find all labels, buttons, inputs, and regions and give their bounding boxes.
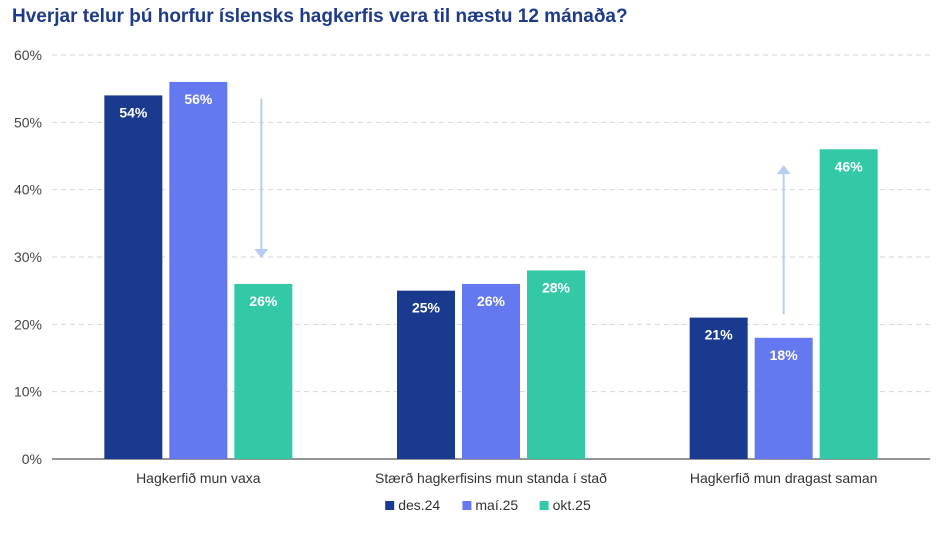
- bar-des-24: [689, 317, 748, 459]
- x-tick-label: Stærð hagkerfisins mun standa í stað: [375, 470, 607, 486]
- annotation-arrow-head: [254, 249, 269, 258]
- data-label: 18%: [770, 347, 799, 363]
- bar-des-24: [104, 95, 163, 460]
- y-tick-label: 0%: [22, 451, 42, 467]
- bar-maí-25: [462, 283, 520, 459]
- bar-okt-25: [527, 270, 585, 459]
- y-tick-label: 10%: [14, 384, 42, 400]
- bar-maí-25: [169, 81, 228, 459]
- data-label: 46%: [835, 158, 864, 174]
- annotation-arrow-head: [776, 165, 791, 175]
- data-label: 26%: [477, 293, 506, 309]
- data-label: 28%: [542, 279, 571, 295]
- y-tick-label: 40%: [14, 182, 42, 198]
- legend-swatch: [385, 501, 395, 510]
- y-tick-label: 20%: [14, 316, 42, 332]
- legend-label: okt.25: [553, 497, 591, 513]
- legend-label: des.24: [398, 497, 440, 513]
- x-tick-label: Hagkerfið mun dragast saman: [690, 470, 878, 486]
- data-label: 25%: [412, 300, 441, 316]
- data-label: 56%: [184, 91, 213, 107]
- legend-swatch: [462, 501, 472, 510]
- y-tick-label: 50%: [14, 114, 42, 130]
- bar-maí-25: [754, 337, 813, 459]
- x-tick-label: Hagkerfið mun vaxa: [136, 470, 261, 486]
- chart-title: Hverjar telur þú horfur íslensks hagkerf…: [12, 6, 628, 27]
- bar-okt-25: [234, 283, 293, 459]
- data-label: 21%: [705, 327, 734, 343]
- y-tick-label: 30%: [14, 249, 42, 265]
- data-label: 26%: [249, 293, 278, 309]
- legend-swatch: [539, 501, 549, 510]
- y-tick-label: 60%: [14, 47, 42, 63]
- legend-label: maí.25: [475, 497, 518, 513]
- data-label: 54%: [119, 104, 148, 120]
- bar-okt-25: [819, 149, 878, 459]
- bar-des-24: [397, 290, 455, 459]
